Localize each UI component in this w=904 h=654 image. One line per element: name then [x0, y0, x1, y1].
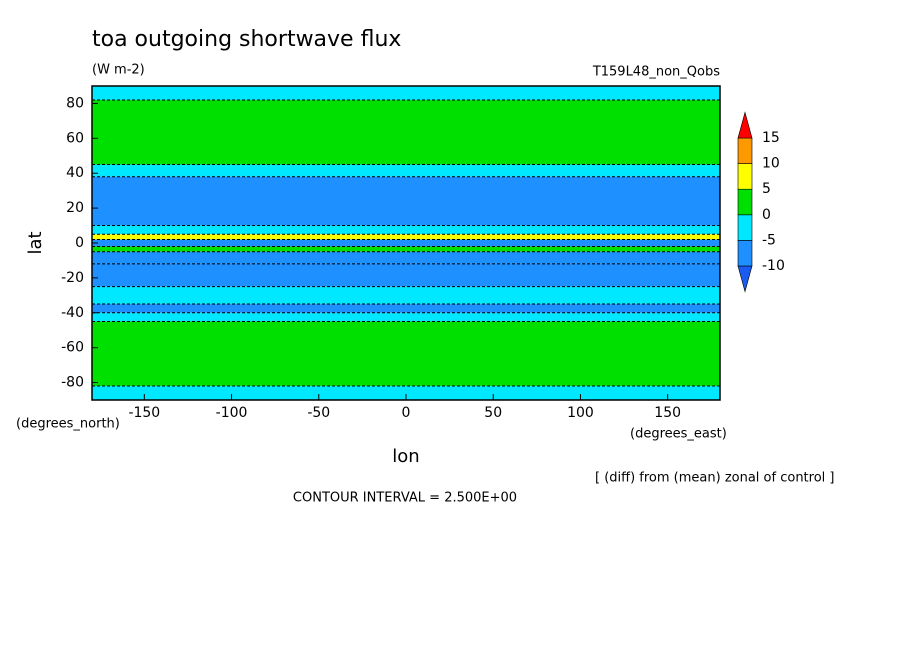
colorbar-label: 0 — [762, 207, 771, 223]
y-tick-label: 40 — [66, 165, 84, 181]
x-tick-label: 50 — [484, 405, 502, 421]
colorbar-label: 10 — [762, 156, 780, 172]
field-band — [92, 176, 720, 226]
y-tick-label: 0 — [75, 235, 84, 251]
x-tick-label: 100 — [567, 405, 594, 421]
y-tick-label: 80 — [66, 95, 84, 111]
colorbar-swatch — [737, 240, 753, 267]
field-band — [92, 304, 720, 313]
colorbar-swatch — [737, 137, 753, 164]
x-tick-label: 150 — [654, 405, 681, 421]
x-tick-label: -100 — [216, 405, 248, 421]
field-band — [92, 251, 720, 264]
field-band — [92, 234, 720, 240]
colorbar-swatch — [737, 188, 753, 216]
colorbar-cap — [737, 111, 753, 139]
x-tick-label: -150 — [128, 405, 160, 421]
colorbar-swatch — [737, 214, 753, 241]
field-band — [92, 99, 720, 165]
y-tick-label: 60 — [66, 130, 84, 146]
field-band — [92, 164, 720, 177]
field-band — [92, 239, 720, 247]
colorbar-label: -5 — [762, 232, 776, 248]
y-units: (degrees_north) — [16, 417, 120, 432]
y-axis-label: lat — [25, 231, 46, 254]
y-tick-label: -20 — [61, 270, 84, 286]
x-tick-label: 0 — [402, 405, 411, 421]
field-band — [92, 286, 720, 305]
note: [ (diff) from (mean) zonal of control ] — [595, 471, 834, 486]
subtitle: (W m-2) — [92, 63, 145, 78]
field-band — [92, 321, 720, 387]
colorbar-swatch — [737, 163, 753, 190]
field-band — [92, 246, 720, 252]
chart-title: toa outgoing shortwave flux — [92, 27, 401, 52]
x-units: (degrees_east) — [630, 427, 727, 442]
colorbar-cap — [737, 265, 753, 293]
x-tick-label: -50 — [307, 405, 330, 421]
colorbar-label: 5 — [762, 181, 771, 197]
colorbar-label: -10 — [762, 258, 785, 274]
contour-interval: CONTOUR INTERVAL = 2.500E+00 — [293, 491, 517, 506]
field-band — [92, 263, 720, 287]
y-tick-label: -60 — [61, 340, 84, 356]
field-band — [92, 386, 720, 400]
x-axis-label: lon — [392, 446, 419, 467]
y-tick-label: -40 — [61, 305, 84, 321]
field-band — [92, 225, 720, 235]
y-tick-label: -80 — [61, 375, 84, 391]
run-label: T159L48_non_Qobs — [592, 65, 720, 80]
y-tick-label: 20 — [66, 200, 84, 216]
colorbar-label: 15 — [762, 130, 780, 146]
field-band — [92, 312, 720, 322]
field-band — [92, 86, 720, 100]
